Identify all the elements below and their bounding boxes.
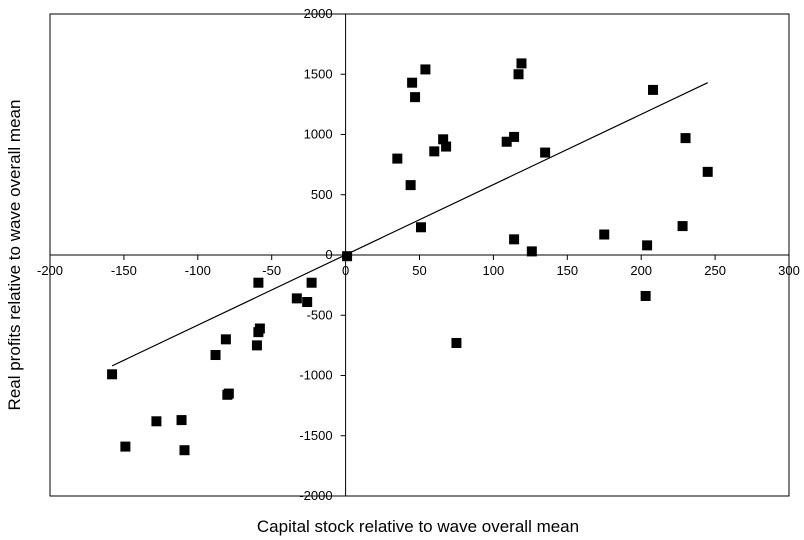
- data-point: [342, 251, 353, 262]
- data-point: [501, 136, 512, 147]
- data-points: [107, 58, 713, 456]
- data-point: [429, 146, 440, 157]
- data-point: [251, 340, 262, 351]
- data-point: [640, 290, 651, 301]
- data-point: [415, 222, 426, 233]
- y-axis-title: Real profits relative to wave overall me…: [5, 100, 24, 411]
- data-point: [223, 388, 234, 399]
- x-tick-label: 0: [342, 263, 349, 278]
- y-tick-label: 500: [311, 187, 333, 202]
- data-point: [438, 134, 449, 145]
- y-tick-label: 0: [325, 247, 332, 262]
- data-point: [599, 229, 610, 240]
- data-point: [392, 153, 403, 164]
- y-tick-label: 1500: [304, 66, 333, 81]
- x-axis-title: Capital stock relative to wave overall m…: [257, 517, 579, 536]
- data-point: [120, 441, 131, 452]
- data-point: [220, 334, 231, 345]
- data-point: [254, 323, 265, 334]
- x-tick-label: -50: [262, 263, 281, 278]
- data-point: [176, 415, 187, 426]
- data-point: [648, 84, 659, 95]
- data-point: [441, 141, 452, 152]
- data-point: [513, 69, 524, 80]
- data-point: [405, 180, 416, 191]
- y-tick-label: -1500: [299, 428, 332, 443]
- y-tick-label: -2000: [299, 488, 332, 503]
- data-point: [410, 92, 421, 103]
- data-point: [420, 64, 431, 75]
- x-ticks: -200 -150 -100 -50 0 50 100 150 200 250 300: [37, 255, 800, 278]
- data-point: [107, 369, 118, 380]
- data-point: [540, 147, 551, 158]
- x-tick-label: 150: [556, 263, 578, 278]
- y-tick-label: -500: [307, 307, 333, 322]
- data-point: [702, 166, 713, 177]
- data-point: [253, 277, 264, 288]
- data-point: [302, 296, 313, 307]
- data-point: [509, 234, 520, 245]
- data-point: [151, 416, 162, 427]
- data-point: [526, 246, 537, 257]
- x-tick-label: 50: [412, 263, 426, 278]
- x-tick-label: 100: [483, 263, 505, 278]
- data-point: [451, 337, 462, 348]
- data-point: [642, 240, 653, 251]
- trendline: [111, 82, 708, 367]
- data-point: [407, 77, 418, 88]
- data-point: [680, 133, 691, 144]
- y-tick-label: 2000: [304, 6, 333, 21]
- y-tick-label: 1000: [304, 127, 333, 142]
- x-tick-label: -200: [37, 263, 63, 278]
- data-point: [179, 445, 190, 456]
- data-point: [210, 350, 221, 361]
- data-point: [509, 131, 520, 142]
- x-tick-label: 200: [630, 263, 652, 278]
- x-tick-label: 250: [704, 263, 726, 278]
- x-tick-label: 300: [778, 263, 800, 278]
- data-point: [677, 221, 688, 232]
- data-point: [306, 277, 317, 288]
- y-ticks: -2000 -1500 -1000 -500 0 500 1000 1500 2000: [299, 6, 346, 503]
- data-point: [516, 58, 527, 69]
- x-tick-label: -150: [111, 263, 137, 278]
- y-tick-label: -1000: [299, 368, 332, 383]
- x-tick-label: -100: [185, 263, 211, 278]
- data-point: [291, 293, 302, 304]
